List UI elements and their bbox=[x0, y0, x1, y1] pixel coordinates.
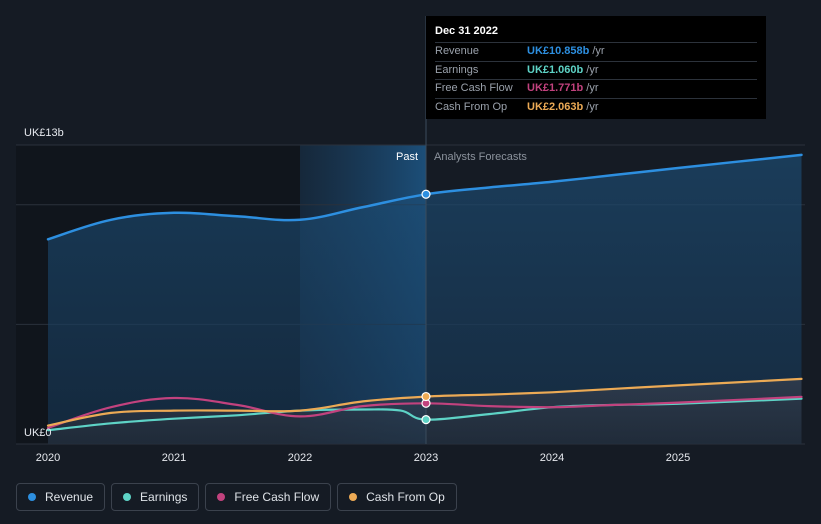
lower-series-area bbox=[48, 378, 802, 444]
legend-label: Free Cash Flow bbox=[234, 490, 320, 504]
x-tick-label: 2025 bbox=[666, 452, 690, 464]
legend-label: Earnings bbox=[140, 490, 188, 504]
marker-earnings bbox=[421, 415, 431, 425]
tooltip-row-unit: /yr bbox=[592, 45, 605, 57]
tooltip-row-unit: /yr bbox=[586, 82, 599, 94]
series-lines bbox=[46, 153, 803, 432]
x-tick-label: 2023 bbox=[414, 452, 438, 464]
hover-markers bbox=[421, 189, 431, 425]
tooltip-row-label: Revenue bbox=[435, 45, 480, 57]
tooltip-row-revenue: Revenue UK£10.858b /yr bbox=[435, 42, 757, 61]
x-tick-label: 2024 bbox=[540, 452, 564, 464]
legend-item-earnings[interactable]: Earnings bbox=[111, 483, 200, 511]
legend-item-free-cash-flow[interactable]: Free Cash Flow bbox=[205, 483, 332, 511]
tooltip-row-earnings: Earnings UK£1.060b /yr bbox=[435, 60, 757, 80]
tooltip-row-label: Earnings bbox=[435, 63, 479, 76]
legend-dot-icon bbox=[217, 493, 226, 501]
tooltip-row-value: UK£1.771b bbox=[527, 82, 584, 94]
tooltip-date: Dec 31 2022 bbox=[435, 25, 498, 37]
legend-label: Revenue bbox=[45, 490, 94, 504]
tooltip-row-free-cash-flow: Free Cash Flow UK£1.771b /yr bbox=[435, 79, 757, 98]
forecast-label: Analysts Forecasts bbox=[434, 151, 527, 163]
tooltip-panel: Dec 31 2022 Revenue UK£10.858b /yr Earni… bbox=[426, 16, 766, 119]
y-axis-bottom-label: UK£0 bbox=[24, 427, 52, 439]
tooltip-row-cash-from-op: Cash From Op UK£2.063b /yr bbox=[435, 97, 757, 117]
past-label: Past bbox=[396, 151, 418, 163]
series-line-cash-from-op bbox=[46, 377, 803, 427]
x-axis-ticks: 2020 2021 2022 2023 2024 2025 bbox=[36, 452, 690, 464]
legend-label: Cash From Op bbox=[366, 490, 445, 504]
tooltip-row-value: UK£1.060b bbox=[527, 63, 584, 76]
x-tick-label: 2021 bbox=[162, 452, 186, 464]
revenue-area bbox=[48, 154, 802, 444]
legend-dot-icon bbox=[123, 493, 132, 501]
tooltip-row-label: Free Cash Flow bbox=[435, 82, 513, 94]
tooltip-row-value: UK£2.063b bbox=[527, 100, 584, 113]
chart-legend: Revenue Earnings Free Cash Flow Cash Fro… bbox=[16, 483, 457, 511]
x-tick-label: 2022 bbox=[288, 452, 312, 464]
legend-item-cash-from-op[interactable]: Cash From Op bbox=[337, 483, 457, 511]
tooltip-row-label: Cash From Op bbox=[435, 100, 508, 113]
x-tick-label: 2020 bbox=[36, 452, 60, 464]
legend-item-revenue[interactable]: Revenue bbox=[16, 483, 106, 511]
series-line-revenue bbox=[46, 153, 803, 241]
series-line-free-cash-flow bbox=[46, 395, 803, 429]
legend-dot-icon bbox=[28, 493, 36, 501]
marker-revenue bbox=[421, 189, 431, 199]
tooltip-row-value: UK£10.858b bbox=[527, 45, 590, 57]
tooltip-row-unit: /yr bbox=[586, 63, 599, 76]
y-axis-top-label: UK£13b bbox=[24, 127, 64, 139]
tooltip-row-unit: /yr bbox=[586, 100, 599, 113]
marker-cash-from-op bbox=[421, 391, 431, 402]
legend-dot-icon bbox=[349, 493, 358, 501]
